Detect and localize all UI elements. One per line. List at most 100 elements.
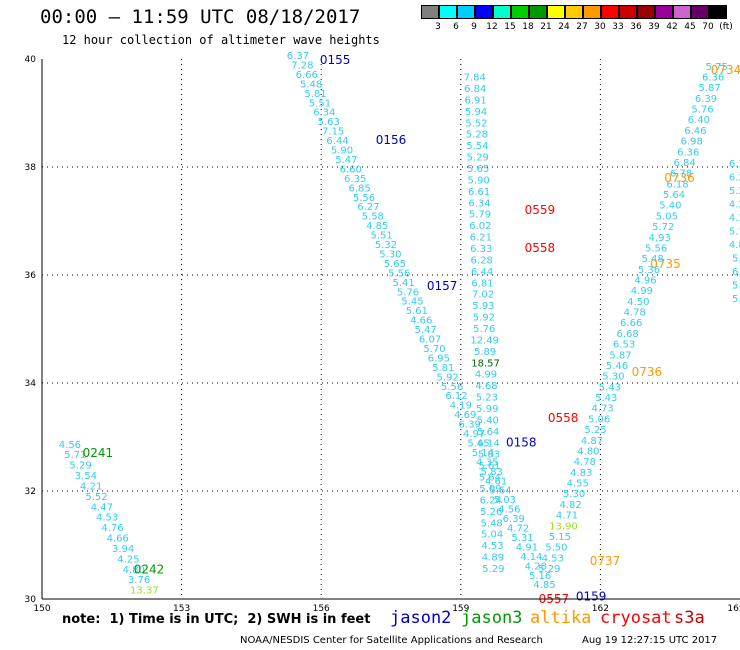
wave-height-value: 5.70: [423, 344, 445, 355]
wave-height-value: 5.93: [472, 301, 494, 312]
wave-height-value: 4.56: [59, 440, 81, 451]
wave-height-value: 5.29: [467, 153, 489, 164]
wave-height-value: 4.53: [481, 541, 503, 552]
x-tick-label: 159: [452, 604, 469, 614]
wave-height-value: 5.50: [545, 543, 567, 554]
legend-label: 3: [435, 22, 441, 32]
wave-height-value: 5.41: [392, 278, 414, 289]
y-tick-label: 36: [25, 271, 37, 281]
wave-height-value: 4.99: [631, 286, 653, 297]
wave-height-value: 6.36: [677, 147, 699, 158]
legend-cryosat: cryosat: [600, 608, 672, 628]
wave-height-value: 6.18: [666, 179, 688, 190]
wave-height-value: 4.28: [525, 561, 547, 572]
wave-height-value: 7.84: [464, 73, 486, 84]
legend-altika: altika: [530, 608, 592, 628]
wave-height-value: 4.72: [507, 524, 529, 535]
wave-height-value: 5.45: [401, 297, 423, 308]
wave-height-value: 6.28: [471, 255, 493, 266]
wave-height-value: 5.15: [549, 532, 571, 543]
wave-height-value: 6.27: [357, 202, 379, 213]
wave-height-value: 5.83: [478, 450, 500, 461]
legend-swatch: [601, 5, 619, 19]
wave-height-value: 5.47: [335, 155, 357, 166]
wave-height-value: 5.04: [481, 530, 503, 541]
legend-swatch: [709, 5, 727, 19]
wave-height-value: 5.89: [474, 347, 496, 358]
wave-height-value: 6.84: [674, 158, 696, 169]
legend-label: 6: [453, 22, 459, 32]
wave-height-value: 5.76: [397, 287, 419, 298]
wave-height-value: 4.82: [559, 500, 581, 511]
wave-height-value: 5.48: [481, 518, 503, 529]
wave-height-value: 5.56: [388, 268, 410, 279]
wave-height-value: 5.47: [415, 325, 437, 336]
wave-height-value: 7.02: [472, 290, 494, 301]
wave-height-value: 5.56: [353, 193, 375, 204]
wave-height-value: 4.19: [450, 401, 472, 412]
wave-height-value: 5.51: [309, 98, 331, 109]
wave-height-value: 5.16: [529, 571, 551, 582]
wave-height-value: 4.23: [729, 200, 740, 211]
wave-height-value: 4.14: [520, 552, 542, 563]
wave-height-value: 4.53: [96, 513, 118, 524]
wave-height-value: 5.30: [563, 489, 585, 500]
wave-height-value: 5.21: [729, 186, 740, 197]
legend-swatch: [493, 5, 511, 19]
wave-height-value: 13.90: [549, 521, 578, 532]
wave-height-value: 5.43: [595, 393, 617, 404]
wave-height-value: 7.15: [322, 127, 344, 138]
wave-height-value: 5.29: [482, 564, 504, 575]
wave-height-value: 4.87: [581, 436, 603, 447]
wave-height-value: 3.94: [112, 544, 134, 555]
legend-swatch: [511, 5, 529, 19]
legend-jason3: jason3: [461, 608, 523, 628]
wave-height-value: 5.03: [494, 495, 516, 506]
wave-height-value: 5.61: [478, 461, 500, 472]
wave-height-value: 6.46: [684, 126, 706, 137]
wave-height-value: 6.44: [326, 136, 348, 147]
wave-height-value: 5.72: [652, 222, 674, 233]
wave-height-value: 4.61: [485, 476, 507, 487]
legend-swatch: [457, 5, 475, 19]
wave-height-value: 5.45: [467, 438, 489, 449]
wave-height-value: 7.28: [291, 60, 313, 71]
wave-height-value: 6.68: [616, 329, 638, 340]
wave-height-value: 6.07: [419, 335, 441, 346]
y-tick-label: 34: [25, 379, 37, 389]
legend-label: 39: [648, 22, 660, 32]
wave-height-value: 4.99: [475, 370, 497, 381]
wave-height-value: 6.84: [464, 84, 486, 95]
wave-height-value: 5.92: [437, 372, 459, 383]
wave-height-value: 6.34: [468, 198, 490, 209]
legend-label: 33: [612, 22, 624, 32]
wave-height-value: 4.93: [649, 233, 671, 244]
wave-height-value: 6.17: [729, 159, 740, 170]
wave-height-value: 6.40: [688, 115, 710, 126]
pass-time-label: 0157: [427, 279, 458, 293]
wave-height-value: 4.50: [627, 297, 649, 308]
wave-height-value: 5.05: [656, 211, 678, 222]
wave-height-value: 4.85: [366, 221, 388, 232]
wave-height-value: 5.30: [602, 372, 624, 383]
legend-label: 9: [471, 22, 477, 32]
wave-height-value: 5.40: [477, 415, 499, 426]
wave-height-value: 5.92: [473, 313, 495, 324]
wave-height-value: 4.53: [542, 553, 564, 564]
y-tick-label: 30: [25, 595, 37, 605]
wave-height-value: 5.7: [732, 294, 740, 305]
legend-swatch: [655, 5, 673, 19]
legend-swatch: [439, 5, 457, 19]
wave-height-value: 5.65: [384, 259, 406, 270]
y-tick-label: 38: [25, 163, 37, 173]
wave-height-value: 4.56: [498, 505, 520, 516]
wave-height-value: 4.37: [729, 213, 740, 224]
wave-height-value: 6.39: [695, 94, 717, 105]
wave-height-value: 5.30: [379, 249, 401, 260]
wave-height-value: 5.90: [468, 175, 490, 186]
wave-height-value: 5.81: [432, 363, 454, 374]
wave-height-value: 5.25: [584, 425, 606, 436]
wave-height-value: 5.29: [69, 461, 91, 472]
wave-height-value: 5.8: [732, 281, 740, 292]
wave-height-value: 5.09: [479, 484, 501, 495]
